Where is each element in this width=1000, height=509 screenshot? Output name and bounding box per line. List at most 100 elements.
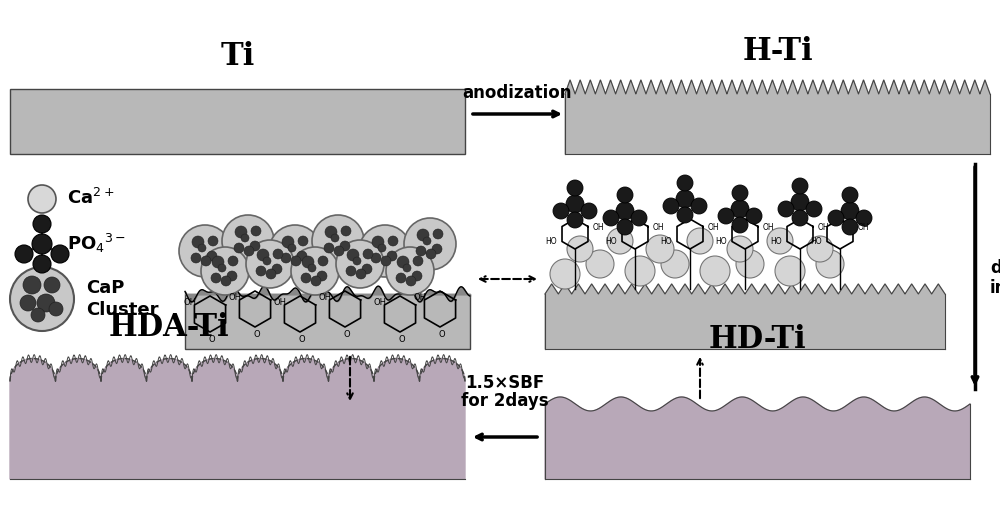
Circle shape (318, 257, 328, 267)
Circle shape (433, 230, 443, 240)
Circle shape (842, 219, 858, 236)
Text: H-Ti: H-Ti (742, 36, 813, 67)
Circle shape (312, 216, 364, 267)
Text: OH: OH (763, 223, 775, 232)
Circle shape (416, 246, 426, 257)
Text: Cluster: Cluster (86, 300, 159, 318)
Text: 1.5×SBF: 1.5×SBF (465, 373, 545, 391)
Circle shape (828, 211, 844, 227)
Circle shape (646, 236, 674, 264)
Circle shape (211, 273, 221, 284)
Circle shape (842, 188, 858, 204)
Circle shape (282, 237, 294, 248)
Polygon shape (565, 81, 990, 155)
Circle shape (386, 247, 434, 295)
Circle shape (691, 199, 707, 215)
Circle shape (250, 242, 260, 251)
Text: O: O (209, 334, 215, 344)
Circle shape (550, 260, 580, 290)
Text: OH: OH (708, 223, 720, 232)
Circle shape (28, 186, 56, 214)
Circle shape (331, 235, 339, 242)
Circle shape (731, 201, 749, 218)
Circle shape (553, 204, 569, 219)
Circle shape (10, 267, 74, 331)
Circle shape (567, 181, 583, 196)
Circle shape (732, 186, 748, 202)
Circle shape (49, 302, 63, 317)
Text: HO: HO (810, 237, 822, 246)
Circle shape (631, 211, 647, 227)
Circle shape (198, 244, 206, 252)
Text: OH: OH (229, 293, 242, 301)
Circle shape (218, 265, 226, 272)
Circle shape (201, 257, 211, 267)
Circle shape (356, 269, 366, 279)
Text: O: O (299, 334, 305, 344)
Circle shape (256, 267, 266, 276)
Circle shape (15, 245, 33, 264)
Polygon shape (545, 285, 945, 349)
Circle shape (235, 227, 247, 239)
Circle shape (308, 265, 316, 272)
Circle shape (841, 203, 859, 220)
Circle shape (775, 257, 805, 287)
Circle shape (192, 237, 204, 248)
Text: dopamine
immersion: dopamine immersion (990, 258, 1000, 297)
Circle shape (20, 295, 36, 312)
Circle shape (792, 179, 808, 194)
Circle shape (234, 243, 244, 253)
Bar (185, 294, 470, 349)
Circle shape (32, 235, 52, 254)
Circle shape (251, 227, 261, 237)
Circle shape (362, 265, 372, 274)
Circle shape (372, 237, 384, 248)
Circle shape (359, 225, 411, 277)
Circle shape (567, 213, 583, 229)
Circle shape (263, 258, 271, 266)
Circle shape (266, 269, 276, 279)
Circle shape (228, 257, 238, 267)
Circle shape (341, 227, 351, 237)
Circle shape (324, 243, 334, 253)
Circle shape (607, 229, 633, 254)
Text: O: O (344, 329, 350, 338)
Circle shape (272, 265, 282, 274)
Circle shape (406, 276, 416, 287)
Polygon shape (545, 397, 970, 479)
Circle shape (317, 271, 327, 281)
Circle shape (663, 199, 679, 215)
Circle shape (191, 253, 201, 264)
Circle shape (603, 211, 619, 227)
Circle shape (269, 225, 321, 277)
Bar (10, 90, 465, 155)
Circle shape (212, 257, 224, 268)
Circle shape (417, 230, 429, 242)
Circle shape (246, 241, 294, 289)
Circle shape (221, 276, 231, 287)
Circle shape (301, 273, 311, 284)
Circle shape (732, 217, 748, 234)
Polygon shape (10, 359, 465, 479)
Circle shape (334, 246, 344, 257)
Circle shape (432, 244, 442, 254)
Circle shape (677, 208, 693, 223)
Circle shape (791, 193, 809, 212)
Circle shape (31, 308, 45, 322)
Circle shape (336, 241, 384, 289)
Circle shape (207, 251, 217, 262)
Circle shape (423, 238, 431, 245)
Circle shape (396, 273, 406, 284)
Text: HO: HO (770, 237, 782, 246)
Text: HDA-Ti: HDA-Ti (109, 312, 230, 343)
Circle shape (346, 267, 356, 276)
Text: for 2days: for 2days (461, 391, 549, 409)
Text: OH: OH (319, 293, 332, 301)
Text: CaP: CaP (86, 278, 124, 296)
Text: O: O (439, 329, 445, 338)
Text: OH: OH (818, 223, 830, 232)
Text: OH: OH (184, 297, 197, 306)
Circle shape (23, 276, 41, 294)
Circle shape (37, 294, 55, 313)
Text: PO$_4$$^{3-}$: PO$_4$$^{3-}$ (67, 231, 126, 254)
